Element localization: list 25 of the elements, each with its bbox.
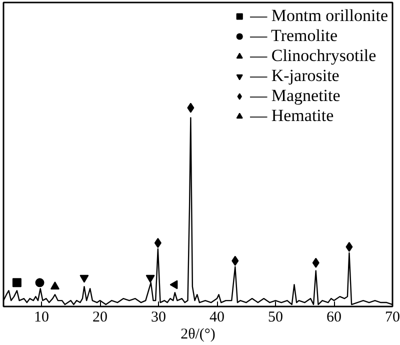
- x-tick-label: 10: [34, 310, 50, 326]
- x-axis-title: 2θ/(°): [180, 326, 216, 342]
- x-tick-label: 70: [385, 310, 400, 326]
- legend-label: — Montm orillonite: [250, 6, 388, 26]
- legend-label: — Tremolite: [250, 26, 338, 46]
- x-tick-label: 20: [92, 310, 108, 326]
- point: [50, 282, 60, 290]
- point: [12, 278, 22, 288]
- legend-label: — Hematite: [250, 106, 334, 126]
- point: [312, 258, 320, 268]
- point: [187, 102, 194, 113]
- point: [346, 242, 353, 252]
- legend-label: — Magnetite: [250, 86, 340, 106]
- x-tick-label: 50: [268, 310, 284, 326]
- legend-label: — K-jarosite: [250, 66, 340, 86]
- legend-label: — Clinochrysotile: [250, 46, 376, 66]
- point: [146, 274, 155, 283]
- point: [35, 278, 44, 288]
- point: [232, 256, 239, 266]
- point: [80, 274, 89, 283]
- x-tick-label: 40: [210, 310, 225, 326]
- x-tick-label: 30: [151, 310, 166, 326]
- x-tick-label: 60: [326, 310, 342, 326]
- point: [170, 280, 178, 290]
- point: [154, 238, 162, 248]
